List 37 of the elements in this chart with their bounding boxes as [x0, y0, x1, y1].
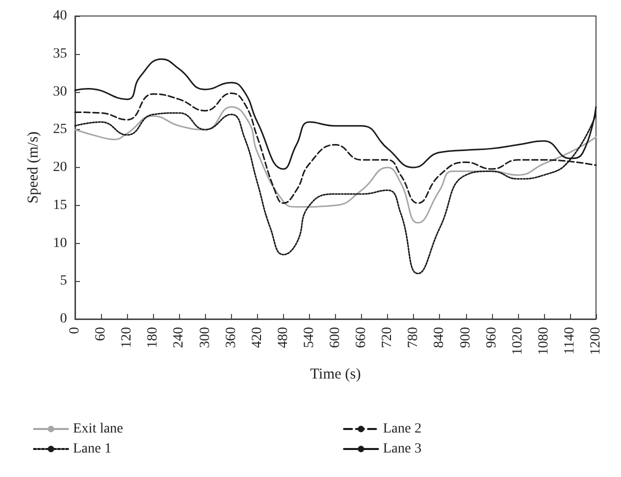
x-tick-label: 540 [302, 327, 317, 348]
x-tick-label: 960 [484, 327, 500, 348]
x-tick-label: 1020 [510, 327, 526, 355]
line-series [74, 106, 597, 224]
y-tick-label: 10 [53, 236, 67, 251]
x-tick-label: 300 [198, 327, 213, 348]
y-tick-label: 15 [53, 198, 67, 213]
x-tick-label: 1200 [588, 327, 604, 355]
y-axis-title: Speed (m/s) [26, 131, 42, 204]
x-tick-label: 660 [354, 327, 370, 348]
y-tick-label: 20 [53, 160, 67, 175]
legend-label: Lane 2 [383, 422, 422, 436]
x-tick-label: 600 [328, 327, 343, 348]
x-tick-label: 420 [250, 327, 265, 348]
y-tick-label: 5 [60, 274, 67, 289]
x-tick-label: 840 [432, 327, 448, 348]
x-tick-label: 1080 [536, 327, 552, 355]
y-tick-label: 30 [53, 84, 67, 100]
x-tick-label: 0 [68, 327, 82, 334]
x-tick-label: 1140 [562, 327, 578, 354]
x-tick-label: 720 [380, 327, 396, 348]
y-tick-label: 35 [53, 46, 67, 62]
x-tick-label: 180 [146, 327, 161, 348]
legend-label: Exit lane [73, 422, 124, 436]
x-axis-title: Time (s) [310, 366, 361, 382]
x-tick-label: 480 [276, 327, 291, 348]
legend-label: Lane 1 [73, 442, 112, 456]
y-tick-label: 40 [53, 8, 67, 24]
legend-label: Lane 3 [383, 442, 422, 456]
x-tick-label: 780 [406, 327, 422, 348]
x-tick-label: 900 [458, 327, 474, 348]
y-tick-label: 25 [53, 122, 67, 138]
y-tick-label: 0 [60, 312, 67, 326]
x-tick-label: 60 [94, 327, 109, 341]
x-tick-label: 360 [224, 327, 239, 348]
x-tick-label: 240 [172, 327, 187, 348]
x-tick-label: 120 [120, 327, 135, 348]
